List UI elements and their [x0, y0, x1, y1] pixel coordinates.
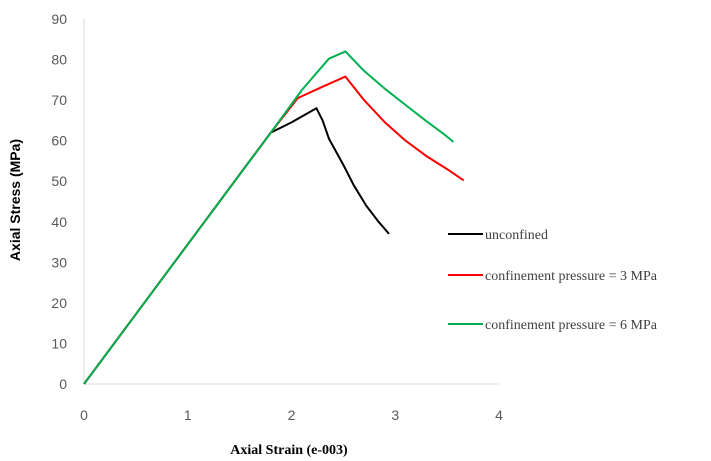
x-tick-label: 1 — [184, 407, 192, 423]
legend-item: confinement pressure = 3 MPa — [448, 269, 658, 284]
legend: unconfined confinement pressure = 3 MPa co… — [448, 228, 658, 333]
y-axis-title: Axial Stress (MPa) — [7, 139, 23, 261]
legend-label: confinement pressure = 3 MPa — [485, 269, 658, 284]
y-tick-label: 0 — [59, 376, 67, 392]
y-tick-label: 50 — [51, 173, 67, 189]
y-tick-label: 10 — [51, 335, 67, 351]
series-line — [83, 107, 390, 385]
series-line — [83, 75, 465, 385]
series-line — [83, 50, 455, 385]
legend-item: confinement pressure = 6 MPa — [448, 318, 658, 333]
x-tick-label: 4 — [495, 407, 503, 423]
x-axis-title: Axial Strain (e-003) — [230, 443, 348, 458]
x-tick-labels: 0 1 2 3 4 — [80, 407, 503, 423]
plot-area: 0 10 20 30 40 50 60 70 80 90 0 1 2 3 4 — [51, 11, 503, 423]
legend-label: unconfined — [485, 228, 548, 243]
y-tick-label: 90 — [51, 11, 67, 27]
y-tick-label: 80 — [51, 52, 67, 68]
y-tick-label: 30 — [51, 254, 67, 270]
x-tick-label: 3 — [391, 407, 399, 423]
y-tick-label: 40 — [51, 214, 67, 230]
x-tick-label: 2 — [288, 407, 296, 423]
legend-item: unconfined — [448, 228, 548, 243]
series-lines — [83, 50, 465, 385]
x-tick-label: 0 — [80, 407, 88, 423]
y-tick-label: 20 — [51, 295, 67, 311]
legend-label: confinement pressure = 6 MPa — [485, 318, 658, 333]
y-tick-label: 70 — [51, 92, 67, 108]
y-tick-labels: 0 10 20 30 40 50 60 70 80 90 — [51, 11, 67, 392]
y-tick-label: 60 — [51, 133, 67, 149]
